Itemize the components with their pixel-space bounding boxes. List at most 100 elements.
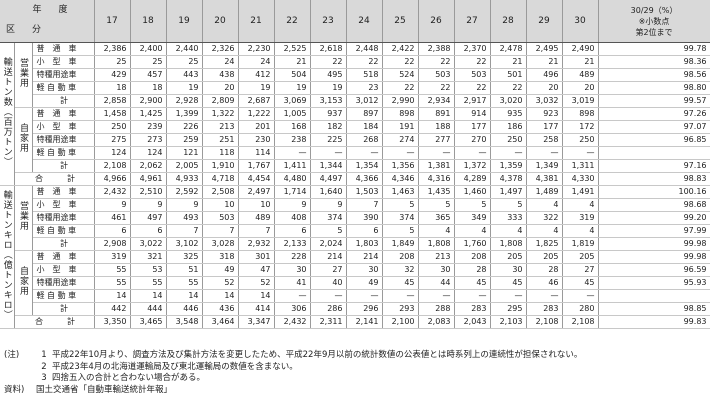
- value-cell: 213: [418, 250, 455, 264]
- value-cell: 124: [130, 146, 167, 160]
- value-cell: 3,028: [202, 237, 239, 251]
- value-cell: 121: [166, 146, 203, 160]
- value-cell: 2,388: [418, 42, 455, 56]
- value-cell: 318: [202, 250, 239, 264]
- group-label: 自家用: [18, 123, 28, 153]
- total-value-cell: 2,043: [454, 315, 491, 329]
- footnotes: (注) 1 平成22年10月より、調査方法及び集計方法を変更したため、平成22年…: [4, 350, 708, 396]
- value-cell: 501: [490, 68, 527, 82]
- year-header: 27: [454, 0, 491, 43]
- table-row: 軽 自 動 車 124 124 121 118 114— — — — — — — — —: [0, 146, 710, 160]
- total-value-cell: 4,381: [526, 172, 563, 186]
- value-cell: 4: [454, 224, 491, 238]
- value-cell: 288: [418, 302, 455, 316]
- value-cell: 188: [418, 120, 455, 134]
- value-cell: 124: [94, 146, 131, 160]
- value-cell: 273: [130, 133, 167, 147]
- value-cell: 7: [166, 224, 203, 238]
- value-cell: 412: [238, 68, 275, 82]
- note-number: 3: [41, 373, 47, 383]
- value-cell: 22: [382, 55, 419, 69]
- row-label: 計: [32, 159, 95, 173]
- ratio-cell: 96.85: [598, 133, 710, 147]
- value-cell: 32: [382, 263, 419, 277]
- ratio-header: 30/29（%） ※小数点 第2位まで: [598, 0, 710, 43]
- value-cell: 4: [490, 224, 527, 238]
- total-value-cell: 4,366: [346, 172, 383, 186]
- value-cell: 937: [310, 107, 347, 121]
- value-cell: —: [526, 146, 563, 160]
- value-cell: 503: [454, 68, 491, 82]
- value-cell: 3,022: [130, 237, 167, 251]
- value-cell: 259: [166, 133, 203, 147]
- table-row: 輸送トンキロ（億トンキロ） 営業用普 通 車 2,432 2,510 2,592 2,50…: [0, 185, 710, 329]
- value-cell: 301: [238, 250, 275, 264]
- value-cell: 1,714: [274, 185, 311, 199]
- value-cell: 228: [274, 250, 311, 264]
- value-cell: 47: [238, 263, 275, 277]
- value-cell: 45: [562, 276, 599, 290]
- header-row: 年 度 区 分 17 18 19 20 21 22 23 24 25 26 27…: [0, 0, 710, 43]
- value-cell: 22: [346, 55, 383, 69]
- value-cell: 22: [454, 81, 491, 95]
- ratio-cell: 99.78: [598, 42, 710, 56]
- value-cell: 182: [310, 120, 347, 134]
- value-cell: 504: [274, 68, 311, 82]
- value-cell: 2,432: [94, 185, 131, 199]
- value-cell: 1,819: [562, 237, 599, 251]
- value-cell: 25: [94, 55, 131, 69]
- value-cell: 28: [454, 263, 491, 277]
- value-cell: —: [274, 289, 311, 303]
- value-cell: 191: [382, 120, 419, 134]
- source-text: 国土交通省「自動車輸送統計年報」: [36, 384, 173, 395]
- value-cell: 186: [490, 120, 527, 134]
- value-cell: 1,005: [274, 107, 311, 121]
- value-cell: 2,917: [454, 94, 491, 108]
- year-header: 19: [166, 0, 203, 43]
- value-cell: 1,640: [310, 185, 347, 199]
- value-cell: 1,825: [526, 237, 563, 251]
- value-cell: 2,932: [238, 237, 275, 251]
- year-header: 29: [526, 0, 563, 43]
- value-cell: 52: [238, 276, 275, 290]
- value-cell: 4: [418, 224, 455, 238]
- value-cell: —: [274, 146, 311, 160]
- total-label: 合 計: [14, 172, 95, 186]
- value-cell: 923: [526, 107, 563, 121]
- value-cell: 2,900: [130, 94, 167, 108]
- note-number: 1: [41, 350, 47, 360]
- value-cell: 45: [454, 276, 491, 290]
- value-cell: —: [562, 146, 599, 160]
- value-cell: 55: [166, 276, 203, 290]
- value-cell: 1,222: [238, 107, 275, 121]
- value-cell: 53: [130, 263, 167, 277]
- total-label: 合 計: [14, 315, 95, 329]
- value-cell: 1,344: [310, 159, 347, 173]
- value-cell: 5: [490, 198, 527, 212]
- value-cell: 168: [274, 120, 311, 134]
- value-cell: 214: [346, 250, 383, 264]
- value-cell: 14: [166, 289, 203, 303]
- ratio-cell: [598, 289, 710, 303]
- ratio-cell: 98.68: [598, 198, 710, 212]
- value-cell: 4: [562, 224, 599, 238]
- value-cell: 1,381: [418, 159, 455, 173]
- value-cell: 14: [130, 289, 167, 303]
- value-cell: 9: [310, 198, 347, 212]
- value-cell: 1,808: [418, 237, 455, 251]
- value-cell: 49: [346, 276, 383, 290]
- value-cell: —: [310, 289, 347, 303]
- table-row: 特種用途車 461 497 493 503 489 408 374 390 374 365 349 33…: [0, 211, 710, 225]
- value-cell: 205: [562, 250, 599, 264]
- table-row: 計 2,858 2,900 2,928 2,809 2,687 3,069 3,153 3,01…: [0, 94, 710, 108]
- value-cell: 30: [418, 263, 455, 277]
- value-cell: 114: [238, 146, 275, 160]
- year-header: 20: [202, 0, 239, 43]
- total-value-cell: 4,289: [454, 172, 491, 186]
- year-header: 22: [274, 0, 311, 43]
- value-cell: 461: [94, 211, 131, 225]
- value-cell: —: [346, 289, 383, 303]
- value-cell: 414: [238, 302, 275, 316]
- value-cell: 40: [310, 276, 347, 290]
- value-cell: 1,463: [382, 185, 419, 199]
